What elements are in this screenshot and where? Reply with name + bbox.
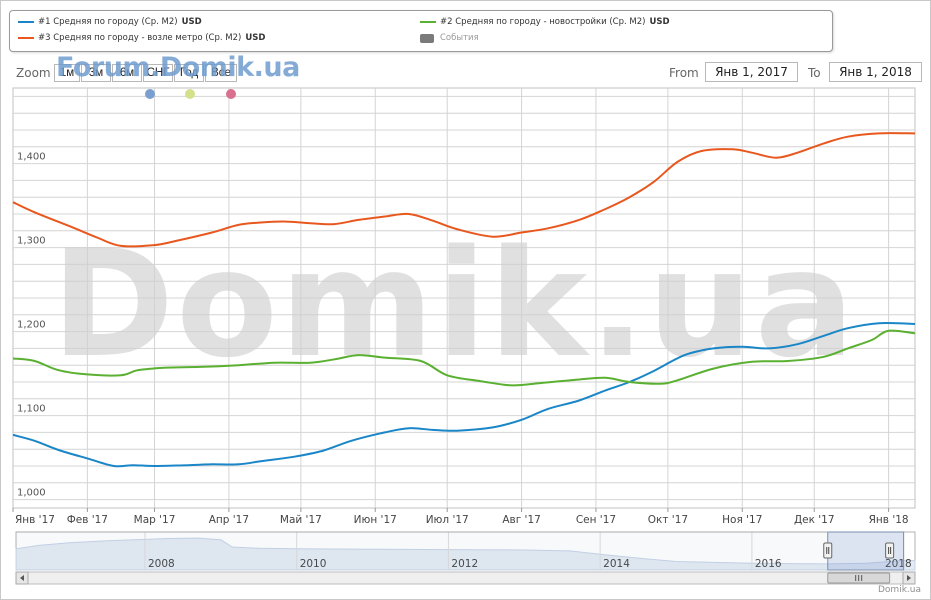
legend-events-label: События: [440, 33, 479, 43]
from-date-input[interactable]: [705, 62, 798, 82]
legend-item-series2[interactable]: #2 Средняя по городу - новостройки (Ср. …: [420, 17, 670, 27]
zoom-6m-button[interactable]: 6м: [112, 64, 142, 82]
y-tick-label: 1,300: [17, 236, 46, 247]
navigator-year-label: 2010: [300, 558, 327, 570]
x-tick-label: Мар '17: [134, 514, 176, 526]
scrollbar-track: [15, 571, 916, 585]
event-markers: [145, 89, 236, 99]
y-tick-label: 1,100: [17, 404, 46, 415]
legend-series3-label: #3 Средняя по городу - возле метро (Ср. …: [38, 33, 242, 43]
zoom-label: Zoom: [16, 66, 51, 80]
event-marker-1: [145, 89, 155, 99]
event-marker-2: [185, 89, 195, 99]
y-tick-label: 1,000: [17, 488, 46, 499]
navigator-year-label: 2016: [755, 558, 782, 570]
x-axis-labels: Янв '17 Фев '17 Мар '17 Апр '17 Май '17 Июн '…: [12, 508, 909, 526]
navigator-year-label: 2014: [603, 558, 630, 570]
from-label: From: [669, 66, 699, 80]
x-tick-label: Дек '17: [794, 514, 835, 526]
event-marker-3: [226, 89, 236, 99]
navigator-unselected-left: [16, 532, 828, 570]
navigator-year-label: 2018: [885, 558, 912, 570]
series-group: [12, 132, 916, 468]
x-tick-label: Янв '17: [15, 514, 55, 526]
series3-swatch: [18, 37, 34, 39]
zoom-all-button[interactable]: Все: [205, 64, 237, 82]
legend-series2-label: #2 Средняя по городу - новостройки (Ср. …: [440, 17, 646, 27]
navigator-year-label: 2008: [148, 558, 175, 570]
y-axis-labels: 1,000 1,100 1,200 1,300 1,400: [17, 152, 46, 499]
navigator-handle-left-body: [823, 542, 833, 559]
zoom-3m-button[interactable]: 3м: [81, 64, 111, 82]
x-tick-label: Июн '17: [354, 514, 397, 526]
zoom-ytd-button[interactable]: СНГ: [143, 64, 173, 82]
to-date-input[interactable]: [829, 62, 922, 82]
legend-item-series3[interactable]: #3 Средняя по городу - возле метро (Ср. …: [18, 33, 265, 43]
series-line-2: [12, 329, 916, 387]
x-tick-label: Янв '18: [869, 514, 909, 526]
navigator-year-label: 2012: [451, 558, 478, 570]
x-tick-label: Фев '17: [67, 514, 108, 526]
series1-swatch: [18, 21, 34, 23]
range-selector: Zoom 1м 3м 6м СНГ Год Все From To: [0, 62, 931, 84]
series-line-3: [12, 132, 916, 248]
events-swatch: [420, 33, 434, 43]
series-line-1: [12, 322, 916, 468]
credits-link[interactable]: Domik.ua: [878, 585, 921, 595]
zoom-year-button[interactable]: Год: [174, 64, 204, 82]
x-tick-label: Авг '17: [502, 514, 540, 526]
x-tick-label: Сен '17: [576, 514, 616, 526]
legend-series3-unit: USD: [245, 33, 266, 43]
watermark-forum: Forum.Domik.ua: [56, 52, 300, 83]
y-tick-label: 1,400: [17, 152, 46, 163]
navigator-series-area: [15, 537, 916, 571]
navigator-handle-right-body: [885, 542, 895, 559]
scrollbar-right-arrow-icon: [907, 575, 911, 581]
legend-series1-unit: USD: [181, 17, 202, 27]
legend: #1 Средняя по городу (Ср. M2) USD #2 Сре…: [9, 10, 833, 52]
x-tick-label: Ноя '17: [722, 514, 762, 526]
legend-series1-label: #1 Средняя по городу (Ср. M2): [38, 17, 178, 27]
legend-item-series1[interactable]: #1 Средняя по городу (Ср. M2) USD: [18, 17, 202, 27]
watermark-domik: Domik.ua: [51, 218, 856, 390]
navigator-handle-left[interactable]: [823, 542, 833, 559]
x-tick-label: Окт '17: [648, 514, 688, 526]
zoom-1m-button[interactable]: 1м: [54, 64, 80, 82]
series2-swatch: [420, 21, 436, 23]
to-label: To: [808, 66, 821, 80]
x-tick-label: Май '17: [280, 514, 322, 526]
legend-item-events[interactable]: События: [420, 33, 479, 43]
x-tick-label: Апр '17: [209, 514, 249, 526]
scrollbar-left-arrow-icon: [20, 575, 24, 581]
y-tick-label: 1,200: [17, 320, 46, 331]
navigator-handle-right[interactable]: [885, 542, 895, 559]
legend-series2-unit: USD: [649, 17, 670, 27]
x-tick-label: Июл '17: [426, 514, 469, 526]
